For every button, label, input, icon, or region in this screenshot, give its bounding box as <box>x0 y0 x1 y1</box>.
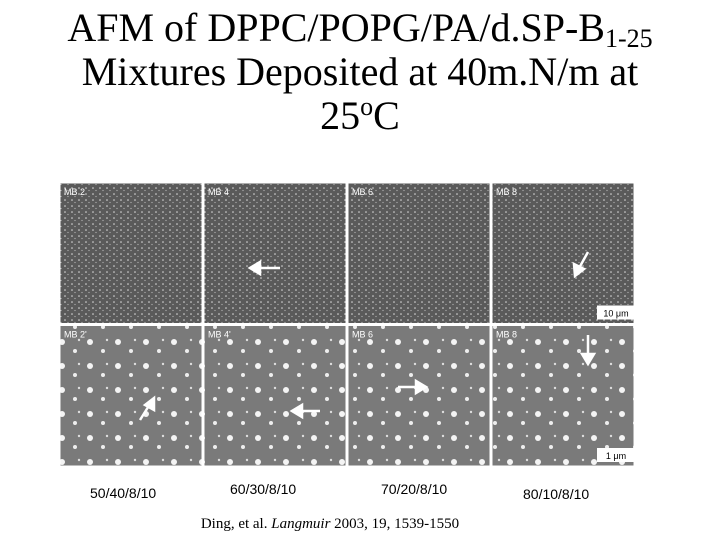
panel-label: MB 4' <box>208 330 231 340</box>
title-text: Mixtures Deposited at 40m.N/m at <box>81 49 639 94</box>
afm-image <box>59 325 203 467</box>
scale-bar-label: 10 μm <box>603 309 628 319</box>
afm-image <box>347 182 491 324</box>
afm-image <box>347 325 491 467</box>
panel-label: MB 8 <box>496 187 517 197</box>
citation-journal: Langmuir <box>271 516 331 532</box>
scale-bar-label: 1 μm <box>606 451 626 461</box>
caption: 80/10/8/10 <box>523 486 590 502</box>
citation-details: 2003, 19, 1539-1550 <box>334 516 460 532</box>
title: AFM of DPPC/POPG/PA/d.SP-B1-25 Mixtures … <box>0 6 720 138</box>
scale-bar-box <box>597 448 635 462</box>
afm-image <box>203 325 347 467</box>
caption: 70/20/8/10 <box>381 481 448 497</box>
title-text: C <box>373 93 400 138</box>
panel-label: MB 2' <box>64 330 87 340</box>
scale-bar-box <box>597 305 635 320</box>
panel-label: MB 6 <box>352 330 373 340</box>
afm-image <box>491 182 635 324</box>
panel-grid: MB 2 MB 4 MB 6 MB 8 MB 2' MB 4' MB 6 MB 8 10 μm 1… <box>59 182 635 467</box>
afm-image <box>59 182 203 324</box>
arrows <box>138 251 597 421</box>
citation: Ding, et al. Langmuir 2003, 19, 1539-155… <box>0 516 660 533</box>
citation-authors: Ding, et al. <box>200 516 268 532</box>
caption: 60/30/8/10 <box>230 481 297 497</box>
caption: 50/40/8/10 <box>90 485 157 501</box>
panel-label: MB 8 <box>496 330 517 340</box>
panel-label: MB 2 <box>64 187 85 197</box>
panel-label: MB 4 <box>208 187 229 197</box>
afm-image <box>203 182 347 324</box>
title-subscript: 1-25 <box>604 24 653 53</box>
panel-label: MB 6 <box>352 187 373 197</box>
title-text: AFM of DPPC/POPG/PA/d.SP-B <box>67 5 605 50</box>
title-superscript: o <box>360 92 374 121</box>
afm-image <box>491 325 635 467</box>
title-text: 25 <box>320 93 361 138</box>
